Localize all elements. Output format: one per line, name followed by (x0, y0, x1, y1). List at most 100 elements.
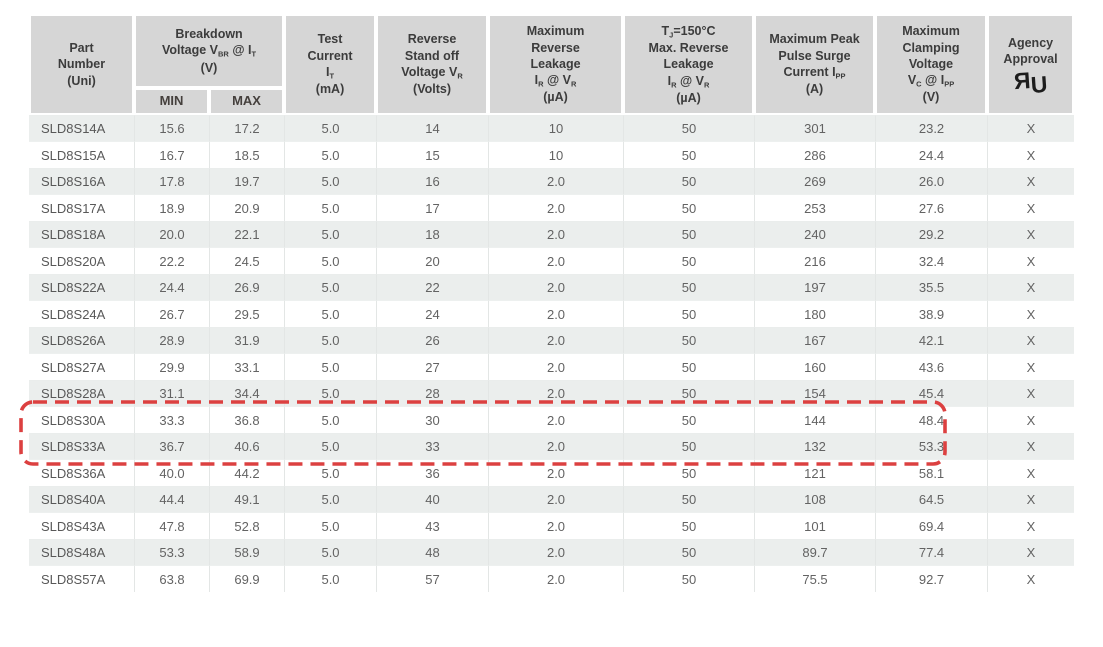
cell-test-current: 5.0 (284, 300, 377, 327)
cell-tj150-reverse-leakage: 50 (623, 538, 755, 566)
cell-standoff-voltage: 14 (376, 114, 489, 142)
cell-tj150-reverse-leakage: 50 (623, 406, 755, 433)
cell-clamping-voltage: 29.2 (875, 220, 988, 248)
cell-max-reverse-leakage: 2.0 (488, 379, 624, 407)
cell-part-number: SLD8S17A (29, 194, 134, 221)
cell-vbr-max: 40.6 (209, 432, 285, 460)
cell-peak-pulse-current: 197 (754, 273, 876, 301)
cell-test-current: 5.0 (284, 565, 377, 592)
column-header-standoff-voltage: Reverse Stand off Voltage VR (Volts) (376, 14, 489, 115)
cell-max-reverse-leakage: 2.0 (488, 565, 624, 592)
cell-standoff-voltage: 15 (376, 141, 489, 168)
header-row-main: Part Number (Uni) Breakdown Voltage VBR @ IT… (29, 14, 1075, 115)
cell-standoff-voltage: 48 (376, 538, 489, 566)
table-row: SLD8S14A 15.6 17.2 5.0 14 10 50 301 23.2 X (29, 114, 1075, 142)
cell-agency-approval: X (987, 326, 1075, 354)
cell-part-number: SLD8S26A (29, 326, 134, 354)
cell-test-current: 5.0 (284, 141, 377, 168)
cell-clamping-voltage: 77.4 (875, 538, 988, 566)
cell-agency-approval: X (987, 379, 1075, 407)
table-row: SLD8S30A 33.3 36.8 5.0 30 2.0 50 144 48.4 X (29, 406, 1075, 433)
cell-tj150-reverse-leakage: 50 (623, 300, 755, 327)
cell-part-number: SLD8S30A (29, 406, 134, 433)
cell-clamping-voltage: 42.1 (875, 326, 988, 354)
table-row: SLD8S15A 16.7 18.5 5.0 15 10 50 286 24.4 X (29, 141, 1075, 168)
cell-max-reverse-leakage: 2.0 (488, 432, 624, 460)
table-row: SLD8S33A 36.7 40.6 5.0 33 2.0 50 132 53.3 X (29, 432, 1075, 460)
cell-tj150-reverse-leakage: 50 (623, 220, 755, 248)
cell-tj150-reverse-leakage: 50 (623, 141, 755, 168)
cell-tj150-reverse-leakage: 50 (623, 247, 755, 274)
cell-clamping-voltage: 38.9 (875, 300, 988, 327)
cell-max-reverse-leakage: 2.0 (488, 485, 624, 513)
cell-test-current: 5.0 (284, 114, 377, 142)
cell-peak-pulse-current: 253 (754, 194, 876, 221)
cell-tj150-reverse-leakage: 50 (623, 194, 755, 221)
cell-test-current: 5.0 (284, 167, 377, 195)
table-row: SLD8S18A 20.0 22.1 5.0 18 2.0 50 240 29.2 X (29, 220, 1075, 248)
cell-max-reverse-leakage: 2.0 (488, 459, 624, 486)
cell-max-reverse-leakage: 10 (488, 114, 624, 142)
cell-vbr-min: 33.3 (134, 406, 209, 433)
cell-clamping-voltage: 53.3 (875, 432, 988, 460)
cell-vbr-max: 44.2 (209, 459, 285, 486)
table-row: SLD8S24A 26.7 29.5 5.0 24 2.0 50 180 38.9 X (29, 300, 1075, 327)
cell-peak-pulse-current: 75.5 (754, 565, 876, 592)
cell-test-current: 5.0 (284, 379, 377, 407)
cell-part-number: SLD8S24A (29, 300, 134, 327)
cell-tj150-reverse-leakage: 50 (623, 432, 755, 460)
cell-tj150-reverse-leakage: 50 (623, 326, 755, 354)
table-row: SLD8S26A 28.9 31.9 5.0 26 2.0 50 167 42.1 X (29, 326, 1075, 354)
cell-max-reverse-leakage: 2.0 (488, 353, 624, 380)
cell-standoff-voltage: 27 (376, 353, 489, 380)
cell-peak-pulse-current: 101 (754, 512, 876, 539)
cell-clamping-voltage: 45.4 (875, 379, 988, 407)
table-row: SLD8S57A 63.8 69.9 5.0 57 2.0 50 75.5 92.7 X (29, 565, 1075, 592)
column-header-breakdown-voltage: Breakdown Voltage VBR @ IT (V) (134, 14, 285, 88)
cell-standoff-voltage: 24 (376, 300, 489, 327)
cell-vbr-min: 26.7 (134, 300, 209, 327)
cell-tj150-reverse-leakage: 50 (623, 273, 755, 301)
cell-test-current: 5.0 (284, 512, 377, 539)
cell-vbr-max: 18.5 (209, 141, 285, 168)
cell-peak-pulse-current: 167 (754, 326, 876, 354)
table-row: SLD8S20A 22.2 24.5 5.0 20 2.0 50 216 32.4 X (29, 247, 1075, 274)
cell-vbr-max: 58.9 (209, 538, 285, 566)
column-header-tj150-reverse-leakage: TJ=150°C Max. Reverse Leakage IR @ VR (µA) (623, 14, 755, 115)
cell-vbr-max: 33.1 (209, 353, 285, 380)
cell-standoff-voltage: 36 (376, 459, 489, 486)
cell-vbr-max: 29.5 (209, 300, 285, 327)
cell-part-number: SLD8S18A (29, 220, 134, 248)
cell-standoff-voltage: 43 (376, 512, 489, 539)
cell-vbr-min: 44.4 (134, 485, 209, 513)
table-body: SLD8S14A 15.6 17.2 5.0 14 10 50 301 23.2 X SLD8S15… (29, 114, 1075, 592)
table-row: SLD8S48A 53.3 58.9 5.0 48 2.0 50 89.7 77.4 X (29, 538, 1075, 566)
cell-agency-approval: X (987, 141, 1075, 168)
ul-logo-icon: RU (1014, 66, 1047, 98)
cell-test-current: 5.0 (284, 273, 377, 301)
cell-peak-pulse-current: 286 (754, 141, 876, 168)
cell-vbr-min: 22.2 (134, 247, 209, 274)
table-row: SLD8S40A 44.4 49.1 5.0 40 2.0 50 108 64.5 X (29, 485, 1075, 513)
cell-vbr-max: 31.9 (209, 326, 285, 354)
cell-part-number: SLD8S48A (29, 538, 134, 566)
cell-standoff-voltage: 26 (376, 326, 489, 354)
cell-agency-approval: X (987, 247, 1075, 274)
cell-max-reverse-leakage: 2.0 (488, 326, 624, 354)
cell-peak-pulse-current: 89.7 (754, 538, 876, 566)
cell-agency-approval: X (987, 167, 1075, 195)
cell-agency-approval: X (987, 273, 1075, 301)
cell-clamping-voltage: 92.7 (875, 565, 988, 592)
cell-test-current: 5.0 (284, 326, 377, 354)
table-header: Part Number (Uni) Breakdown Voltage VBR @ IT… (29, 14, 1075, 115)
cell-vbr-min: 20.0 (134, 220, 209, 248)
column-header-part-number: Part Number (Uni) (29, 14, 134, 115)
cell-agency-approval: X (987, 485, 1075, 513)
cell-agency-approval: X (987, 406, 1075, 433)
cell-peak-pulse-current: 240 (754, 220, 876, 248)
cell-standoff-voltage: 40 (376, 485, 489, 513)
table-row: SLD8S43A 47.8 52.8 5.0 43 2.0 50 101 69.4 X (29, 512, 1075, 539)
cell-max-reverse-leakage: 10 (488, 141, 624, 168)
cell-max-reverse-leakage: 2.0 (488, 512, 624, 539)
cell-max-reverse-leakage: 2.0 (488, 220, 624, 248)
